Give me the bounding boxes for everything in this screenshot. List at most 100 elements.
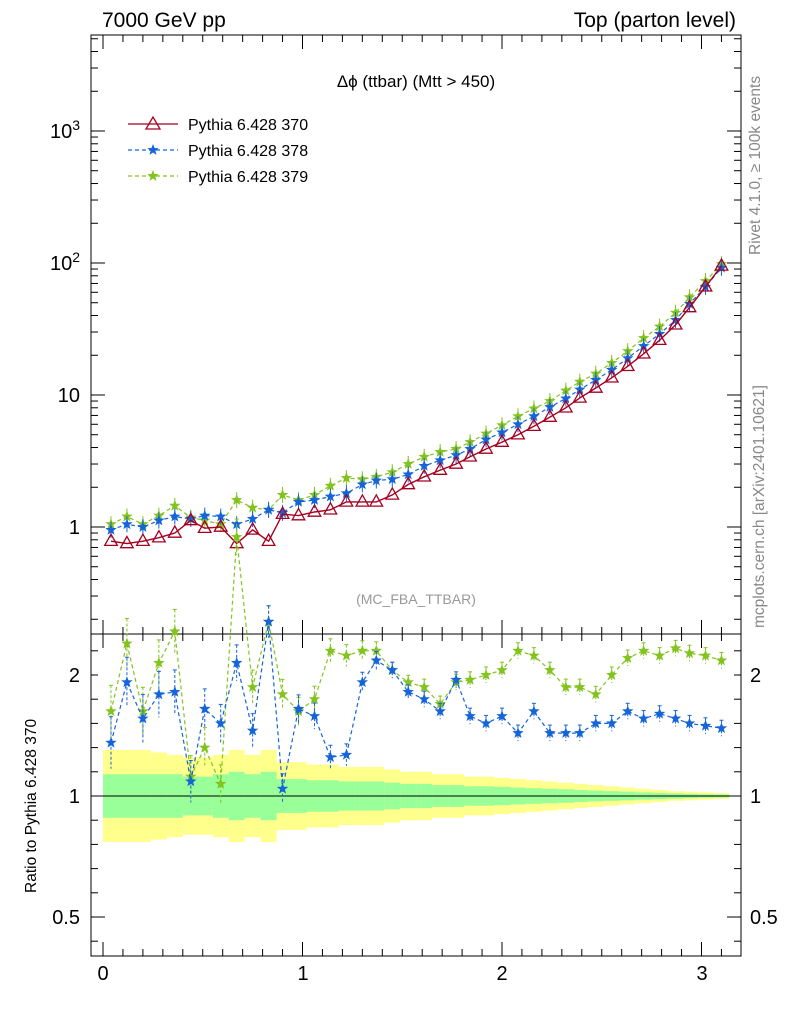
main-point-370	[636, 345, 652, 359]
legend-label-378: Pythia 6.428 378	[188, 143, 308, 160]
main-axis-ticks	[91, 35, 741, 634]
main-ytick-label-100: 102	[50, 249, 80, 275]
ratio-point-379	[308, 693, 321, 705]
main-ytick-label-1: 1	[69, 517, 80, 539]
main-point-370	[416, 468, 432, 482]
main-point-370	[245, 521, 261, 535]
main-point-378	[276, 506, 289, 518]
ratio-plot-frame	[90, 633, 742, 957]
ratio-axis-ticks	[91, 634, 741, 956]
main-point-379	[528, 402, 540, 414]
xtick-label-3: 3	[696, 963, 707, 985]
legend-label-370: Pythia 6.428 370	[188, 117, 308, 134]
ratio-point-379	[606, 669, 618, 680]
main-point-370	[368, 493, 384, 507]
main-point-378	[215, 510, 227, 522]
ratio-point-378	[653, 707, 666, 719]
ratio-point-379	[622, 652, 634, 663]
main-point-370	[510, 426, 526, 440]
main-point-378	[683, 297, 696, 309]
ratio-point-379	[512, 644, 524, 656]
ratio-ylabel: Ratio to Pythia 6.428 370	[23, 719, 40, 893]
main-ytick-label-10: 10	[58, 385, 80, 407]
main-point-378	[402, 468, 414, 480]
ratio-point-379	[169, 625, 181, 637]
ratio-point-378	[669, 712, 682, 724]
ratio-point-379	[683, 647, 696, 659]
ratio-point-378	[496, 710, 508, 721]
main-point-379	[512, 410, 524, 422]
main-point-379	[418, 450, 430, 462]
ratio-point-379	[121, 637, 133, 649]
ratio-point-378	[699, 719, 712, 731]
ratio-point-379	[199, 741, 211, 753]
ratio-point-378	[637, 712, 650, 724]
ratio-point-379	[544, 664, 556, 675]
main-point-378	[231, 518, 243, 530]
main-point-378	[496, 426, 508, 438]
ratio-point-378	[480, 717, 492, 729]
ratio-point-379	[480, 669, 492, 680]
main-point-379	[246, 501, 259, 513]
main-point-378	[622, 352, 634, 364]
ratio-series-line-pythia-6.428-379	[110, 537, 722, 785]
ratio-point-378	[370, 654, 382, 666]
main-point-378	[105, 523, 117, 535]
ratio-point-378	[528, 705, 540, 717]
analysis-tag: (MC_FBA_TTBAR)	[356, 591, 476, 607]
ratio-point-378	[324, 751, 337, 763]
ratio-point-378	[386, 664, 398, 675]
ratio-point-378	[215, 717, 227, 729]
ratio-point-378	[153, 688, 165, 700]
main-point-378	[590, 374, 602, 385]
ratio-point-378	[356, 676, 369, 688]
ratio-point-378	[590, 717, 602, 729]
rivet-label: Rivet 4.1.0, ≥ 100k events	[747, 76, 764, 255]
ratio-point-378	[308, 710, 321, 721]
main-point-370	[572, 389, 588, 403]
main-point-379	[574, 375, 586, 387]
ratio-point-378	[434, 705, 446, 717]
main-point-378	[262, 503, 275, 515]
main-series-line-pythia-6.428-378	[110, 267, 722, 531]
main-point-370	[338, 493, 354, 507]
ratio-point-379	[231, 531, 243, 542]
main-point-370	[135, 532, 151, 547]
ratio-point-378	[262, 615, 275, 627]
main-point-378	[574, 383, 586, 395]
ratio-point-379	[560, 681, 572, 692]
main-point-378	[715, 261, 728, 273]
ratio-point-378	[169, 685, 181, 697]
ratio-point-379	[340, 649, 353, 661]
ratio-point-378	[292, 702, 305, 714]
legend-label-379: Pythia 6.428 379	[188, 169, 308, 186]
ratio-ytick-label-left-1: 1	[69, 786, 80, 808]
main-series-line-pythia-6.428-370	[110, 265, 723, 545]
main-point-378	[450, 449, 462, 460]
xtick-label-2: 2	[496, 963, 507, 985]
ratio-point-378	[246, 724, 259, 736]
main-point-370	[151, 529, 167, 543]
ratio-point-378	[121, 676, 133, 688]
main-point-378	[544, 401, 556, 412]
ratio-ytick-label-left-05: 0.5	[52, 907, 80, 929]
main-point-378	[606, 363, 618, 375]
main-point-378	[512, 418, 524, 430]
ratio-point-379	[590, 688, 602, 700]
main-point-370	[291, 507, 306, 521]
ratio-series-layer	[105, 518, 728, 804]
ratio-ytick-label-left-2: 2	[69, 665, 80, 687]
ratio-point-378	[105, 736, 117, 748]
ratio-point-379	[574, 681, 586, 692]
main-point-370	[588, 379, 604, 393]
main-point-379	[434, 446, 446, 457]
main-point-370	[682, 299, 697, 313]
ratio-point-378	[231, 656, 243, 668]
main-point-370	[183, 512, 199, 526]
ratio-point-378	[683, 717, 696, 729]
ratio-point-379	[496, 664, 508, 675]
main-point-378	[637, 340, 650, 351]
main-point-379	[637, 332, 650, 343]
xtick-label-1: 1	[297, 963, 308, 985]
